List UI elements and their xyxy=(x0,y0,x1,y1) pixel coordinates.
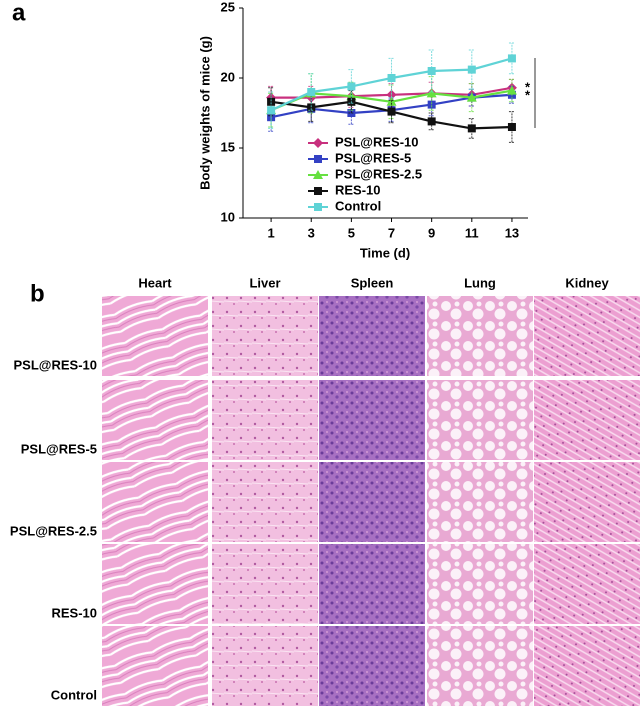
x-tick-label: 7 xyxy=(388,225,395,240)
y-tick-label: 10 xyxy=(221,209,235,224)
error-bar xyxy=(388,99,395,124)
histology-image xyxy=(212,544,318,624)
marker xyxy=(313,170,323,179)
column-header: Lung xyxy=(464,275,496,290)
marker xyxy=(467,65,476,74)
panel-label: a xyxy=(12,0,26,26)
row-label: RES-10 xyxy=(51,605,97,620)
marker xyxy=(466,92,477,102)
histology-image xyxy=(212,296,318,376)
legend-label: PSL@RES-5 xyxy=(335,150,411,165)
histology-image xyxy=(102,462,208,542)
histology-image xyxy=(319,544,425,624)
marker xyxy=(427,100,436,109)
marker xyxy=(427,67,436,75)
histology-image xyxy=(534,544,640,624)
row-label: Control xyxy=(51,687,97,702)
marker xyxy=(307,88,316,96)
histology-image xyxy=(102,296,208,376)
histology-image xyxy=(319,380,425,460)
marker xyxy=(314,203,322,211)
legend-label: RES-10 xyxy=(335,182,381,197)
histology-image xyxy=(427,380,533,460)
x-tick-label: 3 xyxy=(308,225,315,240)
x-tick-label: 13 xyxy=(505,225,519,240)
marker xyxy=(307,103,316,112)
marker xyxy=(426,88,437,98)
marker xyxy=(267,97,276,106)
histology-image xyxy=(427,296,533,376)
row-label: PSL@RES-2.5 xyxy=(10,523,97,538)
marker xyxy=(427,117,436,126)
y-axis-label: Body weights of mice (g) xyxy=(197,36,212,190)
histology-image xyxy=(212,626,318,706)
histology-image xyxy=(102,544,208,624)
legend-label: PSL@RES-2.5 xyxy=(335,166,422,181)
y-tick-label: 20 xyxy=(221,69,235,84)
marker xyxy=(387,107,396,116)
x-tick-label: 9 xyxy=(428,225,435,240)
panel-label: b xyxy=(30,280,45,307)
histology-image xyxy=(534,380,640,460)
marker xyxy=(313,138,323,148)
marker xyxy=(267,106,276,115)
marker xyxy=(314,187,322,195)
histology-image xyxy=(427,544,533,624)
marker xyxy=(506,85,517,95)
row-label: PSL@RES-5 xyxy=(21,441,97,456)
y-tick-label: 25 xyxy=(221,0,235,14)
marker xyxy=(507,123,516,131)
histology-image xyxy=(319,296,425,376)
histology-image xyxy=(319,462,425,542)
column-header: Heart xyxy=(138,275,172,290)
row-label: PSL@RES-10 xyxy=(14,357,97,372)
histology-image xyxy=(534,296,640,376)
column-header: Liver xyxy=(249,275,280,290)
annotation: * xyxy=(525,87,531,102)
marker xyxy=(387,74,396,82)
histology-image xyxy=(212,380,318,460)
column-header: Spleen xyxy=(351,275,394,290)
histology-image xyxy=(427,626,533,706)
histology-image xyxy=(319,626,425,706)
y-tick-label: 15 xyxy=(221,139,235,154)
x-tick-label: 5 xyxy=(348,225,355,240)
histology-image xyxy=(102,626,208,706)
marker xyxy=(467,124,476,133)
error-bar xyxy=(428,112,435,131)
column-header: Kidney xyxy=(565,275,609,290)
error-bar xyxy=(508,78,515,103)
x-tick-label: 1 xyxy=(267,225,274,240)
histology-image xyxy=(534,462,640,542)
legend-label: PSL@RES-10 xyxy=(335,134,418,149)
x-axis-label: Time (d) xyxy=(360,245,410,260)
annotation: * xyxy=(525,79,531,94)
marker xyxy=(507,54,516,63)
legend-label: Control xyxy=(335,198,381,213)
x-tick-label: 11 xyxy=(465,225,479,240)
histology-image xyxy=(212,462,318,542)
histology-image xyxy=(534,626,640,706)
histology-image xyxy=(427,462,533,542)
marker xyxy=(347,82,356,91)
histology-image xyxy=(102,380,208,460)
marker xyxy=(314,155,322,163)
